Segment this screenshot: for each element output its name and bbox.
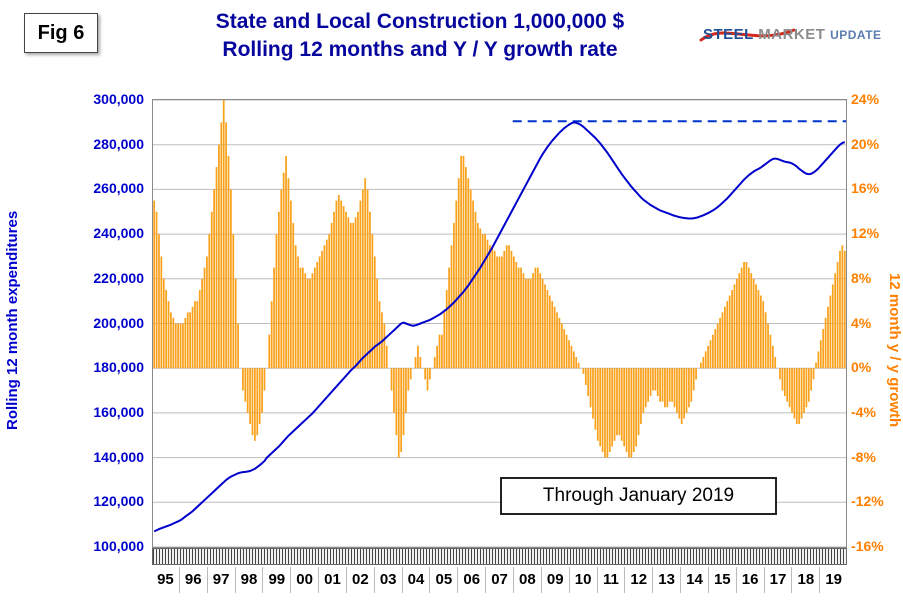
left-axis-tick: 260,000 xyxy=(93,180,144,197)
chart-title-line1: State and Local Construction 1,000,000 $ xyxy=(215,10,625,33)
left-axis-tick: 120,000 xyxy=(93,493,144,510)
month-tick-strip xyxy=(152,548,847,565)
logo-word-update: UPDATE xyxy=(830,28,882,42)
left-axis-tick: 140,000 xyxy=(93,448,144,465)
right-axis-title: 12 month y / y growth xyxy=(886,272,903,428)
right-axis-tick: 8% xyxy=(851,269,872,286)
right-axis-tick: 16% xyxy=(851,180,880,197)
x-axis-year-label: 18 xyxy=(791,567,819,593)
x-axis-year-label: 16 xyxy=(735,567,764,593)
x-axis-year-labels: 95 96 97 98 99 00 01 02 03 04 05 06 07 08 09 10 11 12 13 14… xyxy=(152,567,847,593)
chart-plot-svg xyxy=(153,100,846,547)
through-date-annotation: Through January 2019 xyxy=(500,477,777,515)
x-axis-year-label: 05 xyxy=(429,567,457,593)
right-axis-tick: -16% xyxy=(851,538,884,554)
fig-label-text: Fig 6 xyxy=(37,21,85,44)
x-axis-year-label: 03 xyxy=(373,567,402,593)
chart-plot xyxy=(152,99,847,548)
x-axis-year-label: 09 xyxy=(540,567,569,593)
x-axis-year-label: 11 xyxy=(596,567,625,593)
logo-word-steel: STEEL xyxy=(703,26,754,43)
x-axis-year-label: 98 xyxy=(234,567,263,593)
x-axis-year-label: 95 xyxy=(157,571,174,588)
x-axis-year-label: 01 xyxy=(318,567,346,593)
right-axis-tick: -12% xyxy=(851,493,884,510)
left-axis-tick: 220,000 xyxy=(93,269,144,286)
left-axis-tick: 180,000 xyxy=(93,359,144,376)
through-date-text: Through January 2019 xyxy=(542,485,735,506)
x-axis-year-label: 12 xyxy=(624,567,652,593)
logo-word-market: MARKET xyxy=(758,26,826,43)
x-axis-year-label: 97 xyxy=(206,567,235,593)
chart-title-line2: Rolling 12 months and Y / Y growth rate xyxy=(222,38,618,61)
right-axis-tick: 20% xyxy=(851,135,880,152)
chart-title: State and Local Construction 1,000,000 $… xyxy=(120,8,720,64)
left-axis-tick: 200,000 xyxy=(93,314,144,331)
x-axis-year-label: 08 xyxy=(512,567,541,593)
x-axis-year-label: 19 xyxy=(819,567,847,593)
right-axis-tick: 0% xyxy=(851,359,872,376)
right-axis-tick: 4% xyxy=(851,314,872,331)
x-axis-year-label: 14 xyxy=(680,567,708,593)
x-axis-year-label: 00 xyxy=(290,567,318,593)
logo-swoosh-icon xyxy=(699,28,796,42)
left-axis-tick: 160,000 xyxy=(93,403,144,420)
right-axis-tick: -4% xyxy=(851,403,876,420)
left-axis-tick: 280,000 xyxy=(93,135,144,152)
x-axis-year-label: 02 xyxy=(345,567,374,593)
steel-market-update-logo: STEEL MARKET UPDATE xyxy=(699,20,888,54)
x-axis-year-label: 10 xyxy=(568,567,597,593)
left-axis-tick-labels: 300,000 280,000 260,000 240,000 220,000 200,0… xyxy=(0,0,144,606)
right-axis-tick: 12% xyxy=(851,225,880,242)
x-axis-year-label: 96 xyxy=(178,567,207,593)
x-axis-year-label: 04 xyxy=(401,567,430,593)
right-axis-tick: -8% xyxy=(851,448,876,465)
right-axis-tick-labels: 24% 20% 16% 12% 8% 4% 0% -4% -8% -12% -16% xyxy=(851,0,901,606)
left-axis-tick: 100,000 xyxy=(93,538,144,554)
right-axis-tick: 24% xyxy=(851,91,880,107)
left-axis-tick: 240,000 xyxy=(93,225,144,242)
x-axis-year-label: 07 xyxy=(485,567,513,593)
x-axis-year-label: 15 xyxy=(707,567,736,593)
x-axis-year-label: 13 xyxy=(652,567,680,593)
x-axis-year-label: 17 xyxy=(763,567,792,593)
fig-label: Fig 6 xyxy=(24,13,98,53)
x-axis-year-label: 06 xyxy=(457,567,485,593)
x-axis-year-label: 99 xyxy=(262,567,290,593)
left-axis-tick: 300,000 xyxy=(93,91,144,107)
